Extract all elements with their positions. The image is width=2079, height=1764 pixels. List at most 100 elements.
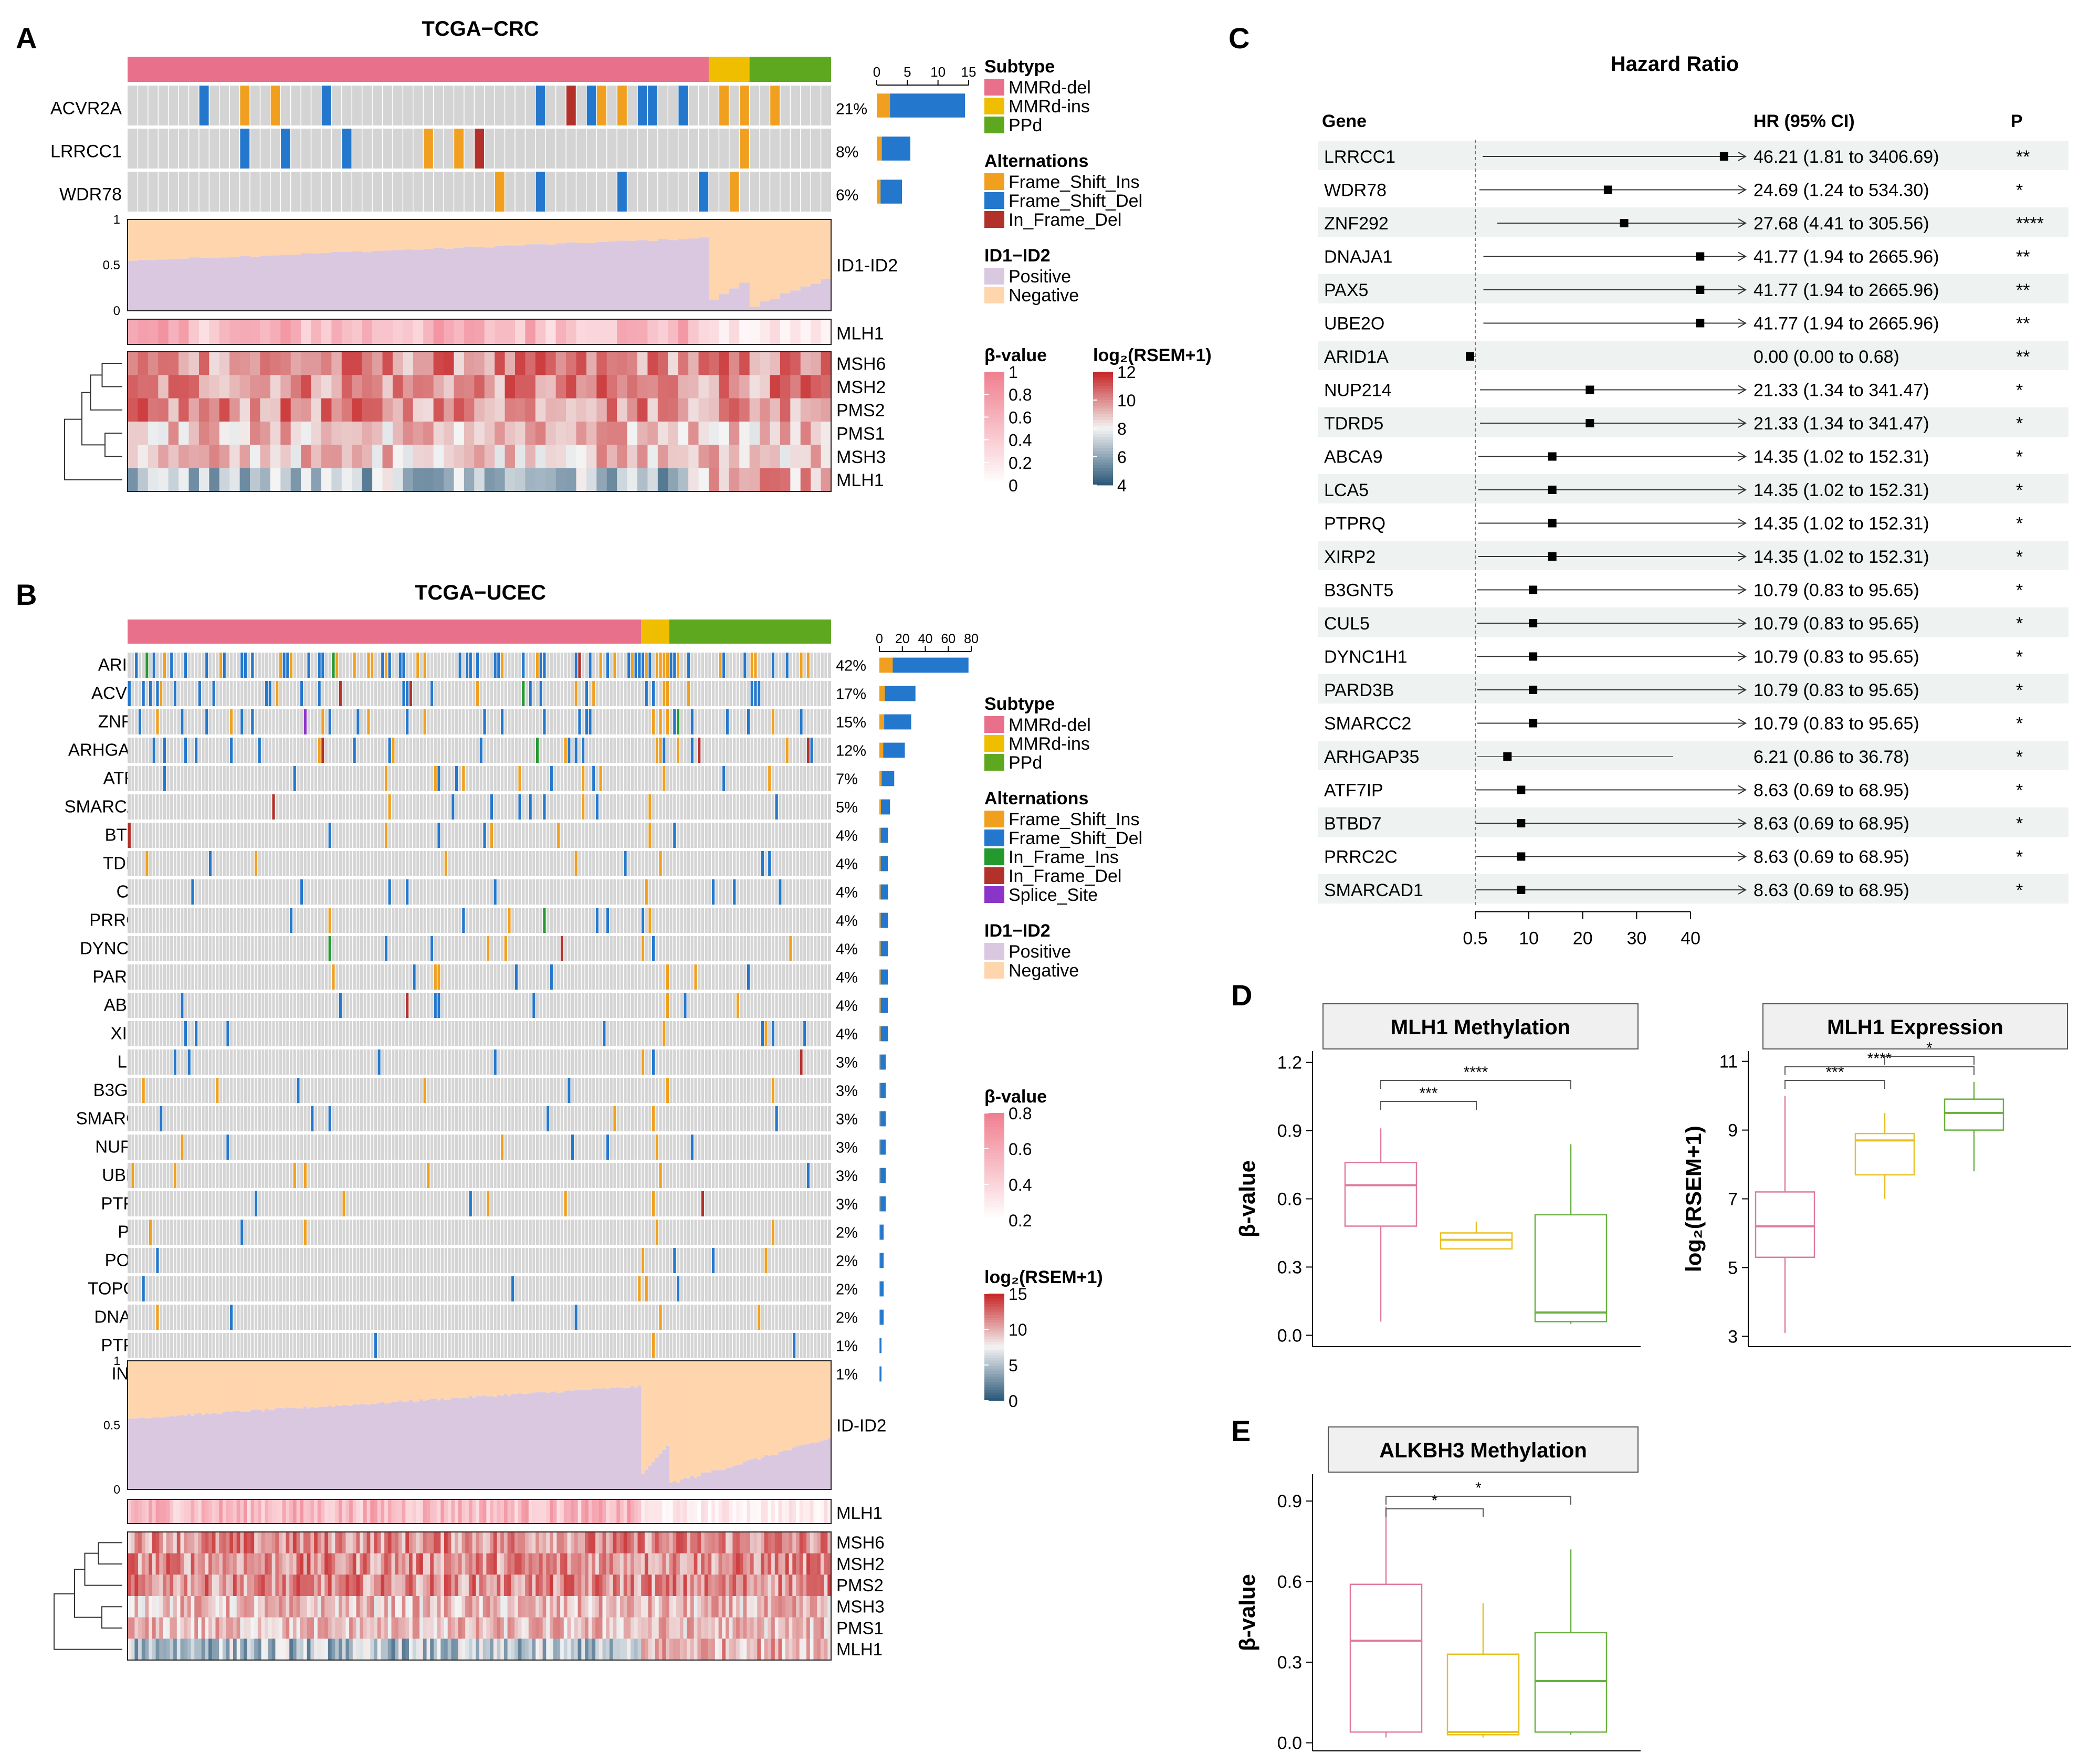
id-negative-bar: [128, 219, 138, 261]
forest-ci-arrow: [1738, 185, 1747, 195]
expression-cell: [170, 1639, 174, 1661]
forest-gene-label: DNAJA1: [1324, 247, 1392, 267]
id-positive-bar: [803, 1444, 807, 1489]
expression-cell: [743, 1574, 747, 1597]
expression-cell: [317, 1617, 321, 1639]
expression-cell: [423, 1617, 427, 1639]
expression-cell: [617, 422, 627, 445]
id-negative-bar: [260, 219, 271, 256]
id-positive-bar: [215, 1414, 219, 1489]
expression-cell: [732, 1574, 737, 1597]
expression-cell: [472, 1617, 476, 1639]
id-positive-bar: [567, 1390, 571, 1489]
expression-cell: [159, 1553, 163, 1575]
mlh1-methylation-cell: [201, 1499, 205, 1524]
rsem-legend-gradient-step: [984, 1374, 1004, 1377]
id-positive-bar: [546, 1392, 550, 1489]
mlh1-methylation-cell: [613, 1499, 617, 1524]
percent-label: 12%: [836, 743, 866, 760]
mlh1-methylation-cell: [761, 1499, 765, 1524]
id-positive-bar: [761, 1457, 765, 1489]
expression-cell: [352, 1596, 356, 1618]
expression-cell: [250, 422, 260, 445]
expression-cell: [688, 445, 699, 469]
mutation-cell: [240, 86, 250, 125]
expression-cell: [574, 1639, 578, 1661]
expression-cell: [609, 1574, 613, 1597]
id-positive-bar: [458, 1398, 462, 1489]
expression-cell: [495, 445, 505, 469]
expression-cell: [226, 1617, 230, 1639]
expression-cell: [352, 1532, 356, 1554]
expression-cell: [817, 1596, 821, 1618]
beta-legend-gradient-step: [984, 437, 1004, 440]
expression-cell: [187, 1553, 191, 1575]
expression-cell: [555, 422, 566, 445]
expression-cell: [198, 1553, 202, 1575]
mlh1-methylation-cell: [314, 1499, 318, 1524]
id-positive-bar: [479, 1396, 484, 1489]
mlh1-methylation-cell: [482, 1499, 487, 1524]
expression-cell: [803, 1639, 807, 1661]
expression-cell: [163, 1596, 167, 1618]
expression-cell: [711, 1532, 716, 1554]
forest-p-label: *: [2016, 181, 2023, 201]
mutation-cell: [739, 86, 750, 125]
expression-cell: [362, 352, 373, 375]
expression-cell: [342, 1553, 346, 1575]
expression-cell: [571, 1639, 575, 1661]
expression-cell: [149, 1574, 153, 1597]
expression-cell: [321, 445, 332, 469]
id-positive-bar: [484, 247, 495, 311]
expression-cell: [310, 1639, 314, 1661]
expression-cell: [194, 1553, 198, 1575]
id-negative-bar: [444, 219, 454, 249]
expression-cell: [426, 1553, 430, 1575]
expression-cell: [708, 1639, 712, 1661]
expression-cell: [239, 468, 250, 492]
expression-cell: [719, 398, 730, 422]
mutation-cell: [462, 766, 465, 791]
mutation-cell: [606, 1135, 610, 1160]
rsem-legend-gradient-step: [1093, 419, 1113, 423]
expression-cell: [303, 1574, 308, 1597]
expression-cell: [771, 1553, 775, 1575]
beta-legend-gradient-step: [984, 443, 1004, 446]
id-positive-bar: [382, 250, 393, 311]
beta-legend-gradient-step: [984, 405, 1004, 409]
expression-cell: [474, 422, 485, 445]
expression-cell: [444, 445, 454, 469]
expression-cell: [566, 352, 576, 375]
id-positive-bar: [321, 1406, 325, 1489]
expression-cell: [402, 1574, 406, 1597]
expression-cell: [208, 1596, 213, 1618]
expression-cell: [576, 398, 587, 422]
significance-bracket: [1884, 1056, 1975, 1065]
expression-cell: [384, 1639, 388, 1661]
expression-cell: [303, 1617, 308, 1639]
mlh1-methylation-cell: [592, 1499, 596, 1524]
expression-cell: [363, 1553, 367, 1575]
rsem-legend-gradient-step: [1093, 448, 1113, 452]
expression-cell: [426, 1596, 430, 1618]
expression-cell: [152, 1532, 156, 1554]
expression-cell: [219, 1617, 223, 1639]
rsem-legend-gradient-step: [984, 1331, 1004, 1334]
expression-cell: [381, 1639, 385, 1661]
forest-p-label: *: [2016, 647, 2023, 667]
expression-cell: [715, 1574, 719, 1597]
mutation-cell: [800, 653, 803, 678]
expression-cell: [261, 1617, 265, 1639]
mlh1-methylation-cell: [145, 1499, 149, 1524]
expression-cell: [289, 1532, 293, 1554]
expression-cell: [141, 1639, 145, 1661]
expression-cell: [138, 1532, 142, 1554]
expression-cell: [500, 1574, 505, 1597]
mutation-cell: [666, 709, 669, 734]
id-positive-bar: [602, 1388, 606, 1489]
mlh1-methylation-cell: [178, 319, 189, 344]
expression-cell: [556, 1617, 561, 1639]
id-positive-bar: [257, 1410, 261, 1489]
mlh1-methylation-cell: [426, 1499, 430, 1524]
